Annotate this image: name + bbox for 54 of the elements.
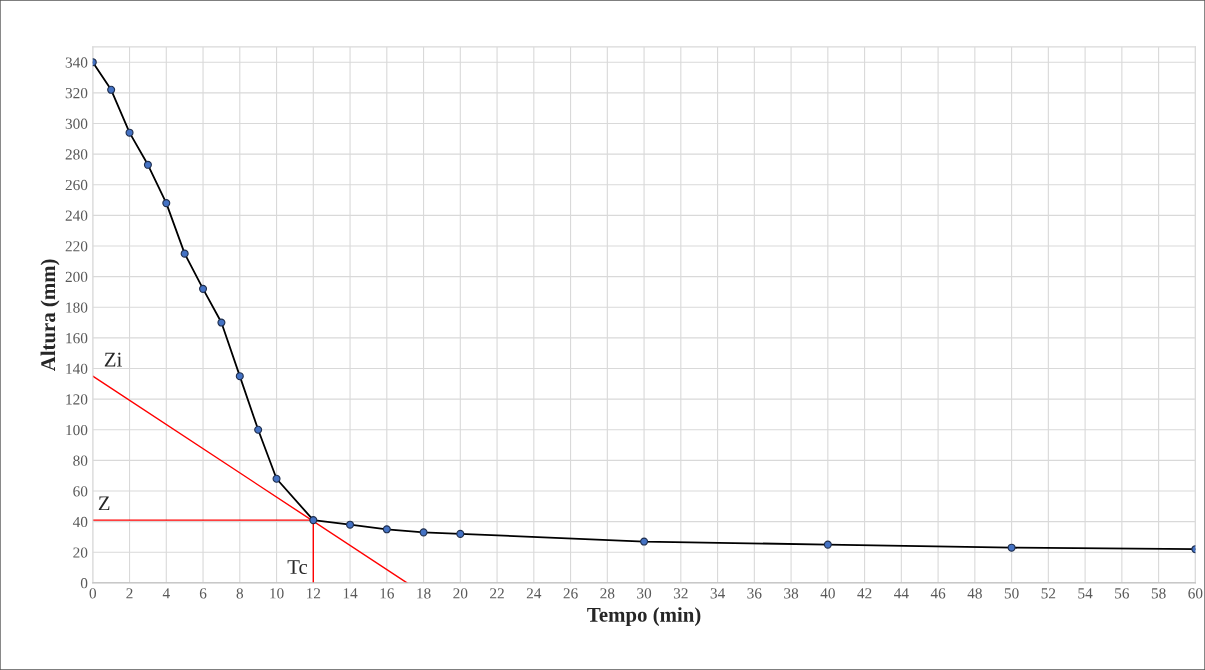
x-tick-label: 56 bbox=[1115, 588, 1130, 599]
y-tick-label: 20 bbox=[73, 547, 88, 558]
x-tick-label: 0 bbox=[89, 588, 97, 599]
x-tick-label: 40 bbox=[820, 588, 835, 599]
y-tick-label: 60 bbox=[73, 486, 88, 497]
y-tick-label: 340 bbox=[65, 57, 88, 68]
y-tick-label: 180 bbox=[66, 302, 88, 313]
x-tick-label: 26 bbox=[563, 588, 578, 599]
y-tick-label: 220 bbox=[65, 241, 88, 252]
x-tick-label: 34 bbox=[710, 588, 725, 599]
y-tick-label: 80 bbox=[73, 455, 88, 466]
x-tick-label: 50 bbox=[1004, 588, 1019, 599]
x-tick-label: 6 bbox=[199, 588, 207, 599]
x-tick-label: 4 bbox=[162, 588, 170, 599]
x-tick-label: 10 bbox=[270, 588, 284, 599]
x-tick-label: 48 bbox=[967, 588, 982, 599]
y-tick-label: 300 bbox=[65, 118, 88, 129]
x-tick-label: 22 bbox=[490, 588, 504, 599]
x-tick-label: 32 bbox=[673, 588, 688, 599]
x-tick-label: 52 bbox=[1041, 588, 1056, 599]
y-tick-label: 200 bbox=[65, 271, 88, 283]
y-tick-label: 320 bbox=[65, 87, 88, 99]
x-tick-label: 60 bbox=[1188, 588, 1203, 599]
annotation: Z bbox=[98, 496, 110, 511]
x-tick-label: 20 bbox=[453, 588, 468, 599]
x-tick-label: 30 bbox=[637, 588, 652, 599]
x-tick-label: 12 bbox=[307, 588, 321, 599]
y-tick-label: 160 bbox=[66, 333, 88, 344]
x-tick-label: 54 bbox=[1078, 588, 1093, 599]
x-tick-label: 24 bbox=[526, 588, 542, 599]
x-tick-label: 28 bbox=[600, 588, 615, 599]
x-tick-label: 38 bbox=[784, 588, 799, 599]
x-tick-label: 14 bbox=[343, 588, 358, 599]
y-tick-label: 260 bbox=[65, 179, 88, 191]
x-tick-label: 8 bbox=[236, 588, 244, 599]
annotation: Zi bbox=[104, 352, 122, 367]
x-tick-label: 36 bbox=[747, 588, 762, 599]
y-tick-label: 120 bbox=[66, 394, 88, 405]
x-axis-title: Tempo (min) bbox=[587, 607, 701, 627]
y-tick-label: 140 bbox=[66, 363, 88, 374]
x-tick-label: 44 bbox=[894, 588, 909, 599]
x-tick-label: 18 bbox=[417, 588, 431, 599]
x-tick-label: 2 bbox=[126, 588, 133, 599]
x-tick-label: 58 bbox=[1151, 588, 1166, 599]
x-tick-label: 16 bbox=[380, 588, 394, 599]
y-axis-title: Altura (mm) bbox=[40, 259, 60, 372]
y-tick-label: 40 bbox=[72, 516, 88, 528]
annotation: Tc bbox=[287, 560, 308, 575]
x-tick-label: 46 bbox=[930, 588, 946, 599]
y-tick-label: 240 bbox=[65, 210, 88, 221]
y-tick-label: 280 bbox=[65, 149, 88, 160]
x-tick-label: 42 bbox=[857, 588, 872, 599]
y-tick-label: 100 bbox=[66, 424, 88, 436]
y-tick-label: 0 bbox=[80, 578, 88, 589]
